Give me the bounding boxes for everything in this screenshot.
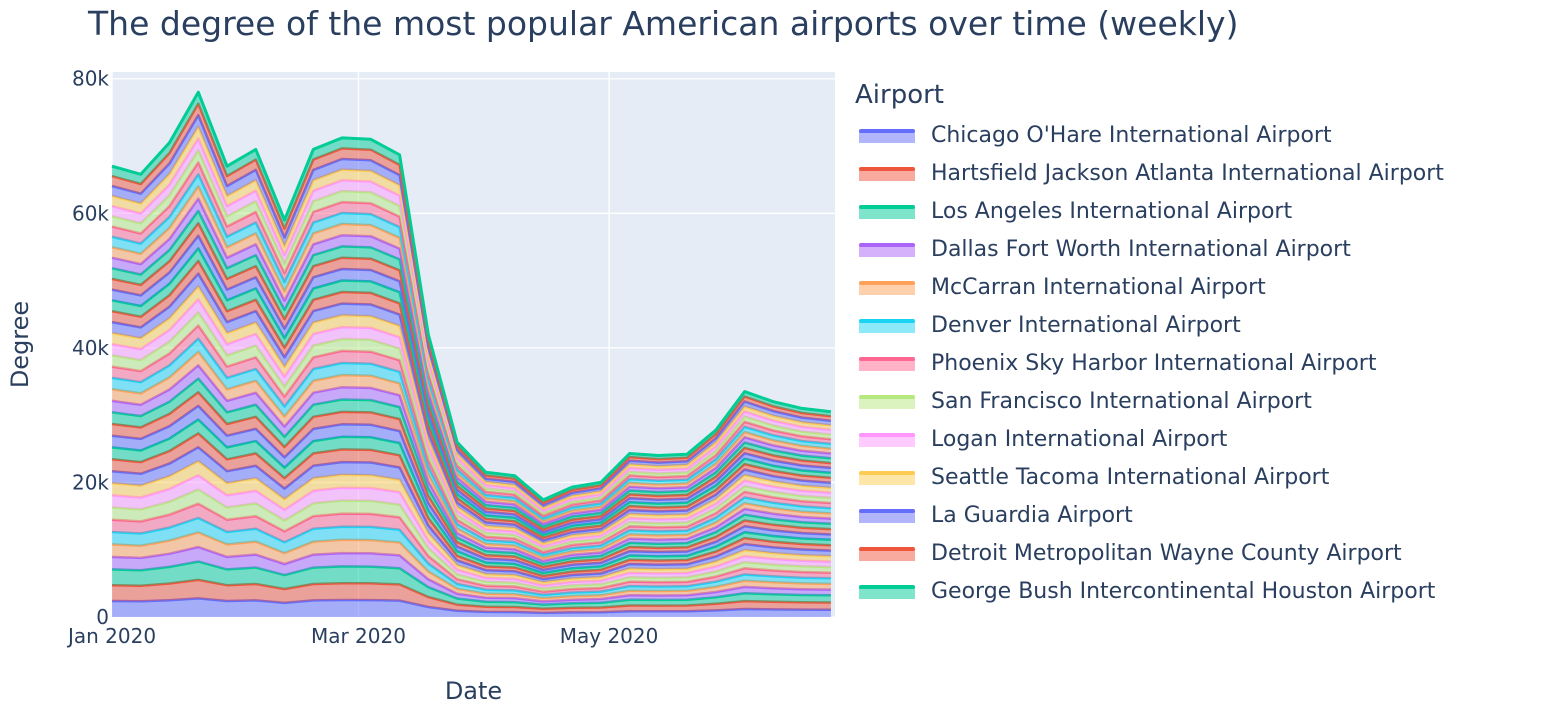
legend-item[interactable]: McCarran International Airport (855, 268, 1444, 306)
series-line (111, 418, 831, 575)
legend-swatch (855, 203, 915, 219)
area-band (112, 532, 831, 602)
y-axis-title: Degree (6, 301, 34, 388)
legend-label: Denver International Airport (931, 312, 1241, 338)
area-band (112, 489, 831, 592)
legend-label: George Bush Intercontinental Houston Air… (931, 578, 1436, 604)
legend-items: Chicago O'Hare International Airport Hart… (855, 116, 1444, 610)
area-band (112, 325, 831, 555)
legend-item[interactable]: Hartsfield Jackson Atlanta International… (855, 154, 1444, 192)
legend-label: Phoenix Sky Harbor International Airport (931, 350, 1377, 376)
legend-item[interactable]: Phoenix Sky Harbor International Airport (855, 344, 1444, 382)
y-tick-label: 20k (72, 470, 109, 494)
area-band (112, 419, 831, 576)
legend-swatch (855, 241, 915, 257)
legend-label: Logan International Airport (931, 426, 1228, 452)
legend-label: Detroit Metropolitan Wayne County Airpor… (931, 540, 1402, 566)
x-tick-label: May 2020 (560, 624, 659, 648)
legend-item[interactable]: Logan International Airport (855, 420, 1444, 458)
series-line (111, 90, 832, 502)
area-band (112, 378, 831, 567)
area-band (112, 351, 831, 561)
legend-label: Dallas Fort Worth International Airport (931, 236, 1351, 262)
area-band (112, 273, 831, 544)
legend-item[interactable]: George Bush Intercontinental Houston Air… (855, 572, 1444, 610)
legend-item[interactable]: Detroit Metropolitan Wayne County Airpor… (855, 534, 1444, 572)
x-axis-title: Date (445, 677, 502, 705)
area-band (112, 503, 831, 595)
legend-item[interactable]: Los Angeles International Airport (855, 192, 1444, 230)
legend-swatch (855, 469, 915, 485)
area-band (112, 447, 831, 583)
area-band (112, 405, 831, 573)
legend-label: Hartsfield Jackson Atlanta International… (931, 160, 1444, 186)
area-band (112, 286, 831, 547)
area-band (112, 312, 831, 552)
area-band (112, 338, 831, 558)
y-tick-label: 80k (72, 67, 109, 91)
legend-swatch (855, 431, 915, 447)
area-band (112, 547, 831, 605)
y-tick-label: 60k (72, 201, 109, 225)
legend-item[interactable]: Chicago O'Hare International Airport (855, 116, 1444, 154)
chart-title: The degree of the most popular American … (88, 4, 1239, 43)
legend-item[interactable]: Seattle Tacoma International Airport (855, 458, 1444, 496)
legend-swatch (855, 507, 915, 523)
x-tick-label: Jan 2020 (66, 624, 156, 648)
legend-item[interactable]: Denver International Airport (855, 306, 1444, 344)
y-tick-label: 40k (72, 336, 109, 360)
legend-label: Chicago O'Hare International Airport (931, 122, 1332, 148)
legend-swatch (855, 317, 915, 333)
area-band (112, 261, 831, 541)
area-band (112, 235, 831, 535)
area-band (112, 299, 831, 550)
legend-item[interactable]: San Francisco International Airport (855, 382, 1444, 420)
legend-title: Airport (855, 80, 944, 110)
area-band (112, 518, 831, 599)
area-series (111, 90, 832, 617)
legend-swatch (855, 165, 915, 181)
legend-item[interactable]: La Guardia Airport (855, 496, 1444, 534)
y-tick-label: 0 (96, 605, 109, 629)
legend-label: McCarran International Airport (931, 274, 1266, 300)
axis-ticks: 0 20k 40k 60k 80k Jan 2020 Mar 2020 May 2020 (66, 67, 658, 648)
legend-swatch (855, 545, 915, 561)
area-band (112, 248, 831, 538)
legend-label: San Francisco International Airport (931, 388, 1312, 414)
area-band (112, 365, 831, 564)
legend-swatch (855, 279, 915, 295)
area-band (112, 475, 831, 589)
area-band (112, 461, 831, 586)
legend-label: Seattle Tacoma International Airport (931, 464, 1330, 490)
area-band (112, 433, 831, 580)
x-tick-label: Mar 2020 (311, 624, 406, 648)
legend-label: La Guardia Airport (931, 502, 1133, 528)
area-band (112, 392, 831, 570)
legend-label: Los Angeles International Airport (931, 198, 1293, 224)
series-line (111, 377, 831, 566)
series-line (111, 404, 831, 572)
legend-swatch (855, 355, 915, 371)
legend-item[interactable]: Dallas Fort Worth International Airport (855, 230, 1444, 268)
legend: Airport Chicago O'Hare International Air… (855, 80, 1444, 610)
legend-swatch (855, 583, 915, 599)
legend-swatch (855, 127, 915, 143)
legend-swatch (855, 393, 915, 409)
